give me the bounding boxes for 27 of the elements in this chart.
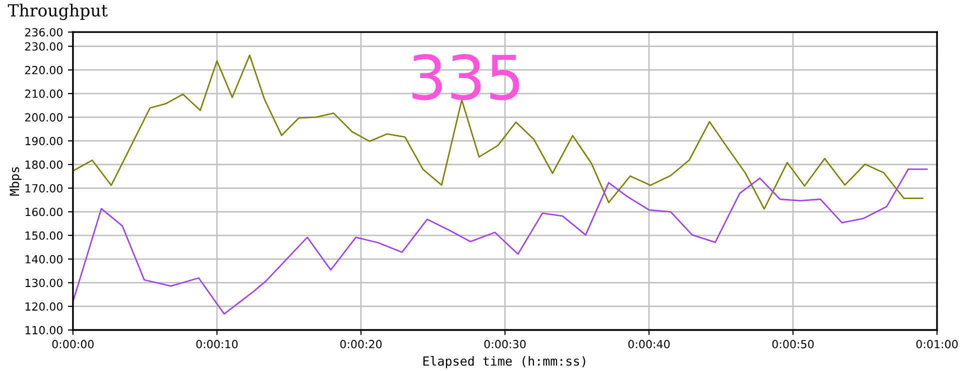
y-tick-label: 200.00 bbox=[25, 113, 62, 122]
y-tick-label: 236.00 bbox=[25, 28, 62, 36]
y-tick-label: 220.00 bbox=[25, 66, 62, 74]
y-tick-label: 130.00 bbox=[26, 278, 62, 288]
x-tick-label: 0:00:30 bbox=[484, 340, 526, 348]
x-tick-label: 0:00:50 bbox=[772, 340, 814, 348]
y-tick-label: 120.00 bbox=[26, 302, 62, 311]
line-series bbox=[72, 54, 924, 210]
y-axis-title: Mbps bbox=[9, 167, 22, 196]
y-tick-label: 150.00 bbox=[26, 231, 62, 240]
y-tick-label: 110.00 bbox=[26, 326, 62, 334]
y-tick-label: 210.00 bbox=[25, 90, 62, 98]
y-tick-label: 180.00 bbox=[26, 160, 62, 169]
x-axis-title: Elapsed time (h:mm:ss) bbox=[423, 356, 586, 368]
y-tick-label: 140.00 bbox=[26, 255, 62, 264]
y-tick-label: 190.00 bbox=[26, 136, 62, 146]
line-series bbox=[72, 168, 928, 315]
annotation: 335 bbox=[412, 54, 520, 100]
x-tick-label: 0:01:00 bbox=[916, 340, 958, 348]
y-tick-label: 170.00 bbox=[26, 184, 62, 193]
x-tick-label: 0:00:40 bbox=[628, 340, 670, 348]
x-tick-label: 0:00:20 bbox=[340, 340, 382, 348]
chart-title: Throughput bbox=[8, 4, 108, 20]
y-tick-label: 230.00 bbox=[25, 42, 62, 51]
y-tick-label: 160.00 bbox=[26, 208, 62, 216]
x-tick-label: 0:00:00 bbox=[52, 340, 94, 348]
x-tick-label: 0:00:10 bbox=[196, 340, 238, 348]
